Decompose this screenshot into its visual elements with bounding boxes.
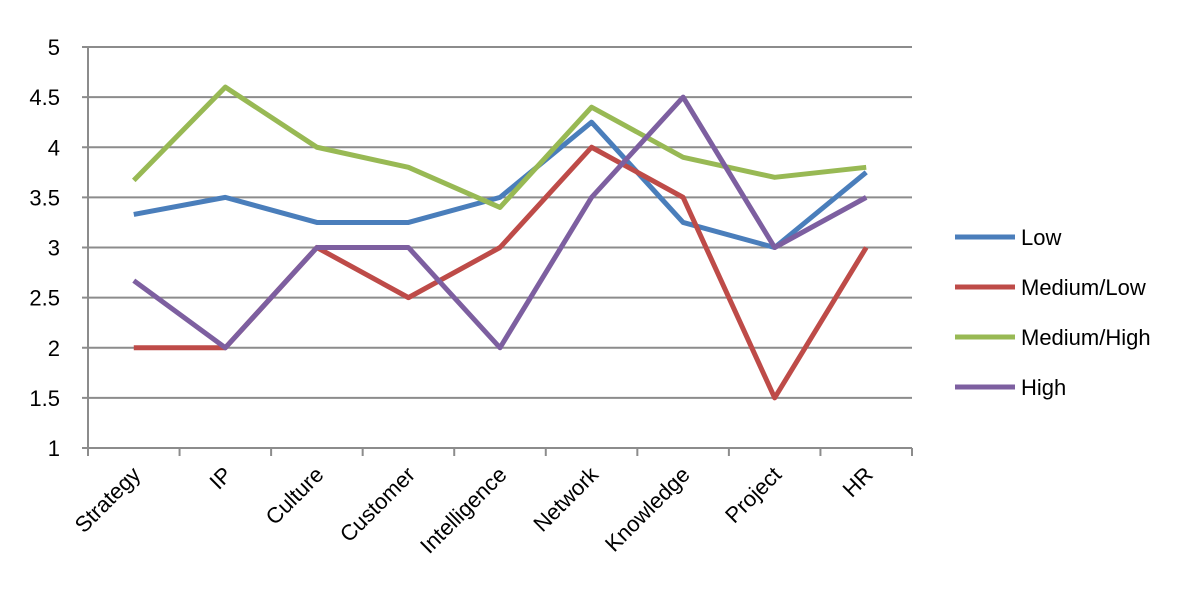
y-tick-label: 3.5 — [29, 185, 60, 210]
legend-label: Low — [1021, 225, 1061, 250]
legend-label: High — [1021, 375, 1066, 400]
legend: Low Medium/Low Medium/High High — [955, 225, 1151, 400]
x-tick-label: Customer — [335, 462, 420, 547]
x-tick-label: Intelligence — [415, 462, 511, 558]
y-tick-label: 1 — [48, 436, 60, 461]
series-lines — [131, 84, 869, 401]
legend-label: Medium/Low — [1021, 275, 1146, 300]
y-tick-label: 2 — [48, 336, 60, 361]
x-tick-label: Network — [528, 461, 603, 536]
y-tick-label: 4 — [48, 135, 60, 160]
series-line-2 — [131, 84, 867, 210]
series-line-3 — [132, 94, 868, 351]
x-tick-label: Project — [720, 462, 786, 528]
y-tick-label: 2.5 — [29, 286, 60, 311]
y-tick-label: 4.5 — [29, 85, 60, 110]
x-tick-label: Culture — [261, 462, 329, 530]
legend-label: Medium/High — [1021, 325, 1151, 350]
x-tick-label: Knowledge — [600, 462, 695, 557]
x-tick-label: HR — [838, 462, 878, 502]
y-tick-label: 5 — [48, 35, 60, 60]
x-tick-label: Strategy — [70, 462, 146, 538]
series-line-0 — [133, 119, 868, 250]
y-tick-label: 1.5 — [29, 386, 60, 411]
series-line-1 — [133, 144, 869, 401]
y-tick-label: 3 — [48, 236, 60, 261]
y-axis-ticks: 1 1.5 2 2.5 3 3.5 4 4.5 5 — [29, 35, 88, 461]
x-tick-label: IP — [204, 462, 236, 494]
